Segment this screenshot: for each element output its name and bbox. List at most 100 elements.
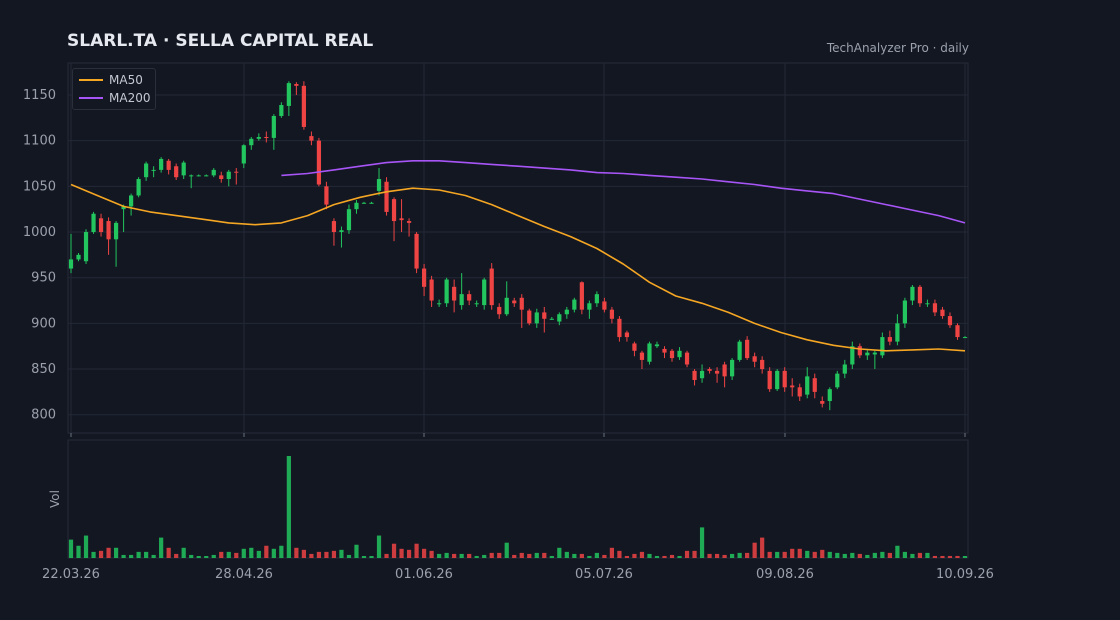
candle-body: [234, 171, 239, 173]
volume-bar: [549, 555, 554, 558]
candle-body: [414, 233, 419, 269]
candle-body: [654, 344, 660, 347]
candle-body: [309, 136, 314, 141]
volume-bar: [865, 554, 870, 558]
candle-body: [211, 169, 216, 176]
volume-bar: [624, 555, 630, 558]
candle-body: [429, 279, 434, 301]
price-panel-frame: [67, 62, 969, 434]
volume-bar: [68, 539, 74, 558]
volume-bar: [316, 551, 322, 558]
candle-body: [271, 115, 276, 138]
volume-bar: [579, 553, 584, 558]
candle-body: [504, 297, 509, 315]
price-tick-label: 850: [31, 362, 56, 377]
time-tick-label: 10.09.26: [936, 567, 994, 582]
candle-body: [812, 378, 817, 392]
candle-body: [707, 369, 712, 371]
volume-bar: [279, 545, 284, 558]
candle-body: [962, 337, 968, 339]
candle-body: [151, 169, 156, 171]
candle-body: [587, 303, 592, 310]
candle-body: [204, 175, 209, 177]
volume-bar: [782, 551, 787, 558]
candle-body: [113, 222, 119, 240]
volume-bar: [730, 553, 735, 558]
candle-body: [602, 301, 607, 310]
volume-bar: [617, 550, 622, 558]
volume-bar: [564, 551, 569, 558]
ma50-line: [70, 183, 966, 352]
volume-bar: [159, 537, 164, 558]
candle-body: [459, 294, 464, 306]
volume-bar: [519, 552, 524, 558]
candle-body: [106, 221, 111, 240]
candle-body: [166, 160, 171, 170]
time-tick-label: 22.03.26: [42, 567, 100, 582]
candle-body: [512, 300, 517, 304]
candle-body: [760, 359, 765, 370]
candle-body: [376, 179, 382, 191]
volume-bar: [286, 456, 291, 558]
candle-body: [68, 259, 74, 269]
volume-bar: [489, 552, 494, 558]
volume-bar: [459, 553, 464, 558]
volume-bar: [406, 549, 412, 558]
candle-body: [564, 309, 569, 315]
ma200-line: [281, 160, 966, 224]
candle-body: [617, 318, 622, 338]
volume-bar: [895, 545, 900, 558]
volume-bar: [684, 550, 690, 558]
volume-bar: [572, 553, 577, 558]
volume-bar: [887, 552, 892, 558]
candle-body: [880, 337, 885, 356]
volume-bar: [962, 556, 968, 558]
candle-body: [624, 332, 630, 338]
candle-body: [83, 232, 89, 262]
candle-body: [647, 343, 652, 362]
volume-bar: [820, 549, 825, 558]
candle-body: [527, 310, 532, 324]
volume-bar: [940, 555, 945, 558]
candle-body: [827, 389, 832, 402]
candle-body: [91, 213, 96, 233]
candle-body: [925, 303, 930, 305]
candle-body: [714, 370, 720, 374]
candle-body: [294, 84, 299, 86]
volume-bar: [745, 552, 750, 558]
volume-bar: [151, 554, 156, 558]
legend-item-ma200: MA200: [79, 91, 150, 105]
volume-bar: [264, 545, 269, 558]
candle-body: [857, 346, 862, 356]
candle-body: [865, 352, 870, 356]
candle-body: [76, 254, 81, 260]
candle-body: [594, 294, 599, 304]
candle-body: [437, 303, 442, 305]
candle-body: [346, 209, 352, 231]
volume-bar: [767, 551, 772, 558]
candle-body: [241, 145, 246, 164]
volume-axis-label: Vol: [48, 490, 62, 508]
volume-bar: [722, 554, 727, 558]
volume-bar: [790, 548, 795, 558]
candle-body: [226, 171, 231, 180]
volume-bar: [902, 551, 907, 558]
volume-bar: [309, 553, 314, 558]
chart-title: SLARL.TA · SELLA CAPITAL REAL: [67, 31, 374, 51]
legend-item-ma50: MA50: [79, 73, 143, 87]
volume-bar: [98, 550, 104, 558]
volume-bar: [632, 553, 637, 558]
candle-body: [842, 364, 847, 374]
volume-bar: [707, 553, 712, 558]
volume-bar: [752, 542, 757, 558]
candle-body: [286, 83, 291, 106]
candle-body: [331, 221, 337, 233]
candle-body: [489, 268, 494, 306]
volume-bar: [872, 552, 877, 558]
volume-bar: [917, 552, 923, 558]
candle-body: [264, 137, 269, 138]
volume-bar: [910, 553, 915, 558]
volume-bar: [354, 544, 359, 558]
price-tick-label: 1150: [23, 88, 56, 103]
volume-bar: [369, 556, 374, 558]
